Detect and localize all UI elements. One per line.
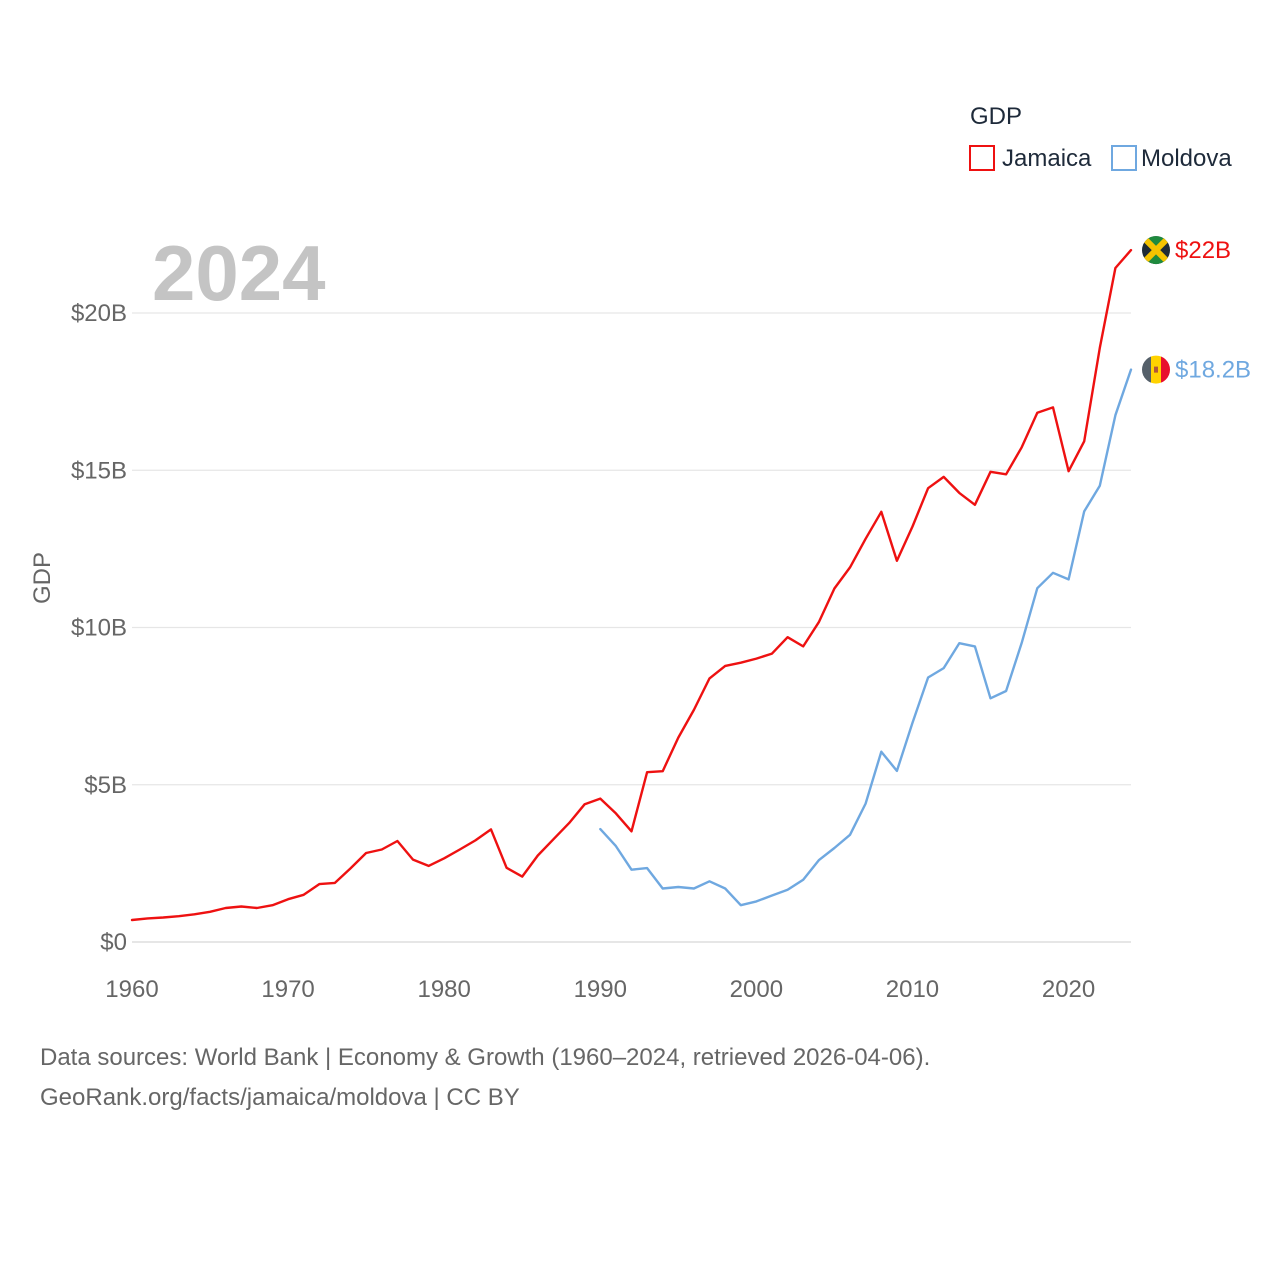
x-tick-label: 1960 bbox=[105, 976, 158, 1003]
end-flags bbox=[1142, 236, 1170, 384]
x-axis-tick-labels: 1960 1970 1980 1990 2000 2010 2020 bbox=[105, 976, 1095, 1003]
x-tick-label: 2010 bbox=[886, 976, 939, 1003]
data-sources-text: Data sources: World Bank | Economy & Gro… bbox=[40, 1044, 931, 1071]
grid-lines bbox=[132, 312, 1131, 943]
series-lines bbox=[130, 248, 1133, 922]
y-tick-label: $20B bbox=[71, 300, 127, 327]
legend: GDP Jamaica Moldova bbox=[969, 103, 1232, 172]
moldova-flag-icon bbox=[1142, 355, 1170, 384]
y-axis-title: GDP bbox=[29, 552, 56, 604]
end-label-jamaica: $22B bbox=[1175, 237, 1231, 264]
legend-swatch-moldova[interactable] bbox=[1111, 145, 1137, 171]
y-tick-label: $15B bbox=[71, 457, 127, 484]
end-label-moldova: $18.2B bbox=[1175, 357, 1251, 384]
x-tick-label: 1980 bbox=[417, 976, 470, 1003]
x-tick-label: 2020 bbox=[1042, 976, 1095, 1003]
y-tick-label: $10B bbox=[71, 615, 127, 642]
source-url-text[interactable]: GeoRank.org/facts/jamaica/moldova | CC B… bbox=[40, 1084, 520, 1111]
end-value-labels: $22B $18.2B bbox=[1175, 237, 1251, 384]
legend-title: GDP bbox=[970, 103, 1022, 130]
y-tick-label: $0 bbox=[100, 929, 127, 956]
x-tick-label: 2000 bbox=[730, 976, 783, 1003]
series-line-moldova[interactable] bbox=[599, 368, 1133, 907]
x-tick-label: 1970 bbox=[261, 976, 314, 1003]
series-line-jamaica[interactable] bbox=[130, 248, 1133, 922]
y-axis-tick-labels: $0 $5B $10B $15B $20B bbox=[71, 300, 127, 956]
x-tick-label: 1990 bbox=[574, 976, 627, 1003]
legend-swatch-jamaica[interactable] bbox=[969, 145, 995, 171]
legend-label-jamaica[interactable]: Jamaica bbox=[1002, 145, 1092, 172]
y-tick-label: $5B bbox=[84, 772, 127, 799]
jamaica-flag-icon bbox=[1142, 236, 1170, 265]
legend-label-moldova[interactable]: Moldova bbox=[1141, 145, 1232, 172]
year-watermark: 2024 bbox=[152, 229, 326, 317]
